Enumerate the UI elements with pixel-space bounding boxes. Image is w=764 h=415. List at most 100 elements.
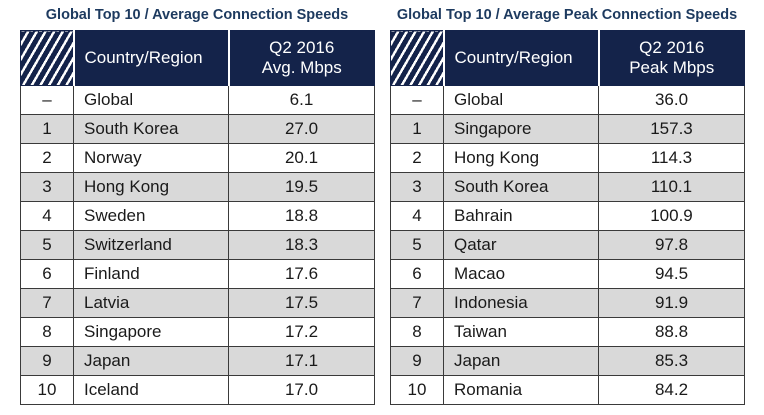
table-row: 3 Hong Kong 19.5	[20, 172, 375, 202]
rank-cell: 4	[20, 201, 74, 231]
table-header-row: Country/Region Q2 2016 Avg. Mbps	[20, 30, 375, 86]
speed-cell: 17.0	[228, 375, 375, 405]
table-row: 8 Singapore 17.2	[20, 317, 375, 347]
rank-cell: 3	[20, 172, 74, 202]
rank-cell: 9	[390, 346, 444, 376]
striped-header-cell	[20, 30, 75, 86]
peak-speeds-panel: Global Top 10 / Average Peak Connection …	[390, 0, 745, 405]
country-cell: Iceland	[73, 375, 229, 405]
rank-cell: 6	[20, 259, 74, 289]
rank-cell: 2	[20, 143, 74, 173]
country-cell: Sweden	[73, 201, 229, 231]
table-row: 4 Bahrain 100.9	[390, 201, 745, 231]
table-row: 1 South Korea 27.0	[20, 114, 375, 144]
speed-cell: 100.9	[598, 201, 745, 231]
metric-header-line1: Q2 2016	[639, 38, 705, 57]
table-row: 6 Finland 17.6	[20, 259, 375, 289]
table-row: 9 Japan 85.3	[390, 346, 745, 376]
speed-cell: 94.5	[598, 259, 745, 289]
avg-mbps-column-header: Q2 2016 Avg. Mbps	[228, 30, 375, 86]
country-cell: Japan	[73, 346, 229, 376]
average-speeds-panel: Global Top 10 / Average Connection Speed…	[20, 0, 375, 405]
table-row: 8 Taiwan 88.8	[390, 317, 745, 347]
average-speeds-table: Country/Region Q2 2016 Avg. Mbps – Global…	[20, 30, 375, 405]
speed-cell: 17.6	[228, 259, 375, 289]
table-row: 6 Macao 94.5	[390, 259, 745, 289]
table-row: 2 Norway 20.1	[20, 143, 375, 173]
rank-cell: 7	[20, 288, 74, 318]
rank-cell: 10	[20, 375, 74, 405]
rank-cell: 9	[20, 346, 74, 376]
country-cell: Taiwan	[443, 317, 599, 347]
peak-mbps-column-header: Q2 2016 Peak Mbps	[598, 30, 745, 86]
speed-cell: 110.1	[598, 172, 745, 202]
speed-cell: 157.3	[598, 114, 745, 144]
rank-cell: 7	[390, 288, 444, 318]
rank-cell: 10	[390, 375, 444, 405]
speed-cell: 97.8	[598, 230, 745, 260]
metric-header-line2: Avg. Mbps	[261, 58, 342, 77]
speed-cell: 19.5	[228, 172, 375, 202]
rank-cell: 3	[390, 172, 444, 202]
country-cell: Qatar	[443, 230, 599, 260]
speed-cell: 18.8	[228, 201, 375, 231]
speed-cell: 18.3	[228, 230, 375, 260]
country-cell: Latvia	[73, 288, 229, 318]
speed-cell: 114.3	[598, 143, 745, 173]
average-speeds-title: Global Top 10 / Average Connection Speed…	[45, 7, 349, 23]
rank-cell: 2	[390, 143, 444, 173]
country-column-header: Country/Region	[443, 30, 600, 86]
speed-cell: 17.1	[228, 346, 375, 376]
table-row: 2 Hong Kong 114.3	[390, 143, 745, 173]
table-row: 4 Sweden 18.8	[20, 201, 375, 231]
speed-cell: 84.2	[598, 375, 745, 405]
table-row: 5 Qatar 97.8	[390, 230, 745, 260]
country-cell: Macao	[443, 259, 599, 289]
table-row: 7 Indonesia 91.9	[390, 288, 745, 318]
country-cell: Singapore	[73, 317, 229, 347]
rank-cell: 6	[390, 259, 444, 289]
metric-header-line1: Q2 2016	[269, 38, 335, 57]
table-row: 7 Latvia 17.5	[20, 288, 375, 318]
table-row: 1 Singapore 157.3	[390, 114, 745, 144]
rank-cell: 5	[20, 230, 74, 260]
country-cell: Japan	[443, 346, 599, 376]
rank-cell: 8	[390, 317, 444, 347]
country-cell: Norway	[73, 143, 229, 173]
country-cell: Indonesia	[443, 288, 599, 318]
country-cell: Hong Kong	[443, 143, 599, 173]
country-cell: Switzerland	[73, 230, 229, 260]
country-cell: Global	[443, 85, 599, 115]
country-column-header: Country/Region	[73, 30, 230, 86]
country-cell: Bahrain	[443, 201, 599, 231]
rank-cell: 4	[390, 201, 444, 231]
table-row: – Global 36.0	[390, 85, 745, 115]
rank-cell: 5	[390, 230, 444, 260]
table-row: 3 South Korea 110.1	[390, 172, 745, 202]
speed-cell: 17.5	[228, 288, 375, 318]
rank-cell: 8	[20, 317, 74, 347]
speed-cell: 88.8	[598, 317, 745, 347]
country-cell: Global	[73, 85, 229, 115]
country-cell: South Korea	[73, 114, 229, 144]
table-row: 5 Switzerland 18.3	[20, 230, 375, 260]
peak-speeds-body: – Global 36.0 1 Singapore 157.3 2 Hong Kong 114.…	[390, 85, 745, 405]
metric-header-line2: Peak Mbps	[629, 58, 715, 77]
rank-cell: 1	[390, 114, 444, 144]
rank-cell: –	[390, 85, 444, 115]
speed-cell: 17.2	[228, 317, 375, 347]
speed-cell: 91.9	[598, 288, 745, 318]
peak-speeds-title: Global Top 10 / Average Peak Connection …	[396, 7, 738, 23]
table-row: – Global 6.1	[20, 85, 375, 115]
peak-speeds-table: Country/Region Q2 2016 Peak Mbps – Global…	[390, 30, 745, 405]
speed-cell: 6.1	[228, 85, 375, 115]
speed-cell: 27.0	[228, 114, 375, 144]
country-cell: Finland	[73, 259, 229, 289]
table-row: 10 Romania 84.2	[390, 375, 745, 405]
striped-header-cell	[390, 30, 445, 86]
table-row: 9 Japan 17.1	[20, 346, 375, 376]
rank-cell: –	[20, 85, 74, 115]
country-cell: South Korea	[443, 172, 599, 202]
country-cell: Hong Kong	[73, 172, 229, 202]
speed-cell: 36.0	[598, 85, 745, 115]
